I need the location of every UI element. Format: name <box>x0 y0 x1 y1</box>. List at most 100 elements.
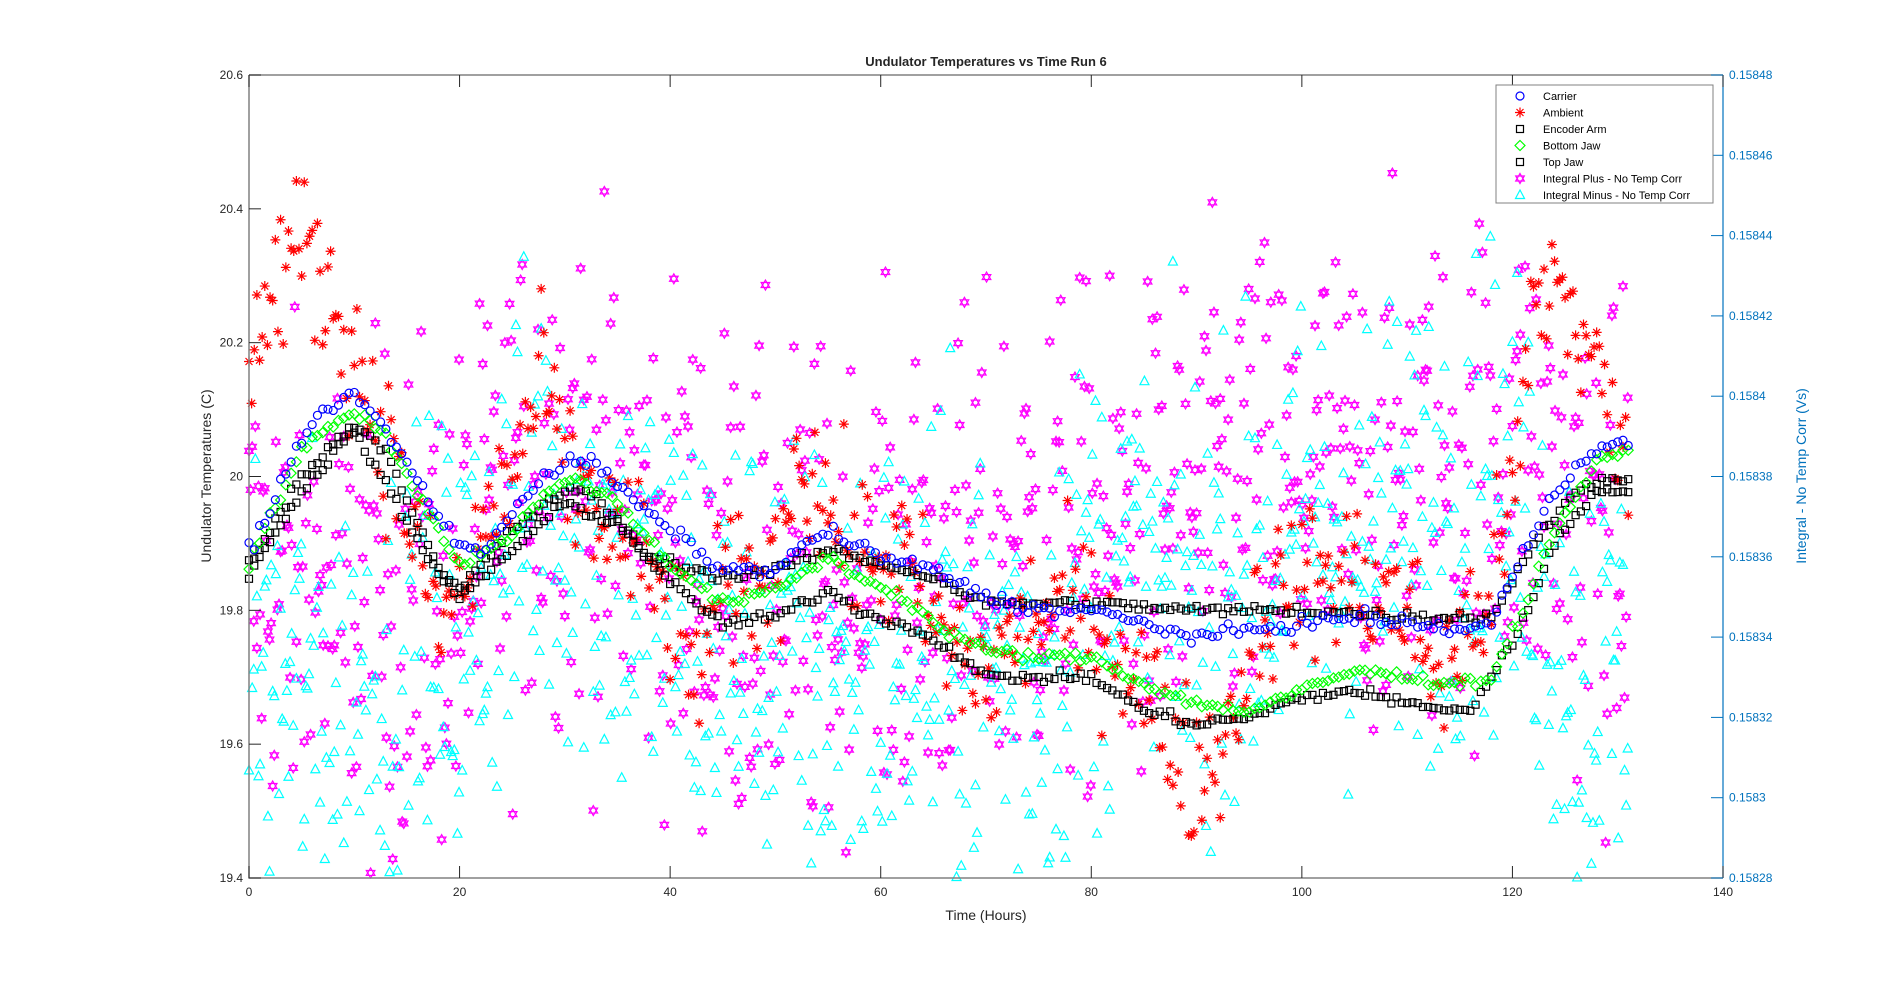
data-point <box>981 588 991 598</box>
data-point <box>744 464 756 476</box>
data-point <box>1586 514 1597 528</box>
data-point <box>336 526 348 540</box>
data-point <box>1560 498 1570 508</box>
data-point <box>1481 618 1491 628</box>
data-point <box>865 562 876 573</box>
data-point <box>1216 737 1228 748</box>
legend-marker-icon <box>1515 91 1525 101</box>
data-point <box>695 784 707 796</box>
data-point <box>544 513 554 522</box>
data-point <box>868 635 880 647</box>
data-point <box>1253 701 1266 714</box>
data-point <box>1360 642 1371 655</box>
data-point <box>580 477 592 490</box>
data-point <box>671 578 680 587</box>
data-point <box>1139 600 1149 609</box>
data-point <box>1570 586 1582 597</box>
data-point <box>428 442 440 456</box>
data-point <box>444 520 454 530</box>
data-point <box>913 492 925 503</box>
data-point <box>363 783 375 795</box>
data-point <box>694 718 705 729</box>
data-point <box>684 625 695 638</box>
data-point <box>862 620 874 632</box>
data-point <box>284 671 296 684</box>
data-point <box>597 393 609 406</box>
y-tick-label: 19.6 <box>220 737 244 751</box>
data-point <box>448 743 460 755</box>
data-point <box>709 761 721 773</box>
data-point <box>957 621 969 632</box>
plot-area <box>249 75 1723 878</box>
data-point <box>246 398 257 409</box>
data-point <box>1486 552 1498 566</box>
data-point <box>1522 594 1535 606</box>
data-point <box>567 431 578 442</box>
data-point <box>786 548 796 558</box>
data-point <box>1249 292 1261 305</box>
data-point <box>1462 355 1474 367</box>
data-point <box>1429 249 1441 263</box>
data-point <box>595 572 607 586</box>
data-point <box>918 560 928 570</box>
data-point <box>336 369 347 380</box>
data-point <box>1285 690 1298 702</box>
data-point <box>1550 541 1559 550</box>
data-point <box>587 685 599 696</box>
data-point <box>591 458 602 468</box>
data-point <box>1018 598 1027 607</box>
data-point <box>1618 487 1628 496</box>
data-point <box>256 712 267 725</box>
data-point <box>544 494 554 503</box>
data-point <box>1557 722 1569 733</box>
data-point <box>1519 502 1531 513</box>
data-point <box>700 680 711 694</box>
data-point <box>1306 677 1319 690</box>
data-point <box>1350 675 1362 686</box>
data-point <box>870 548 881 558</box>
data-point <box>613 403 624 417</box>
data-point <box>1270 574 1282 586</box>
data-point <box>1116 531 1128 543</box>
legend-marker-icon <box>1515 107 1525 118</box>
data-point <box>1034 683 1046 697</box>
data-point <box>1004 611 1015 622</box>
data-point <box>1371 692 1380 701</box>
data-point <box>1494 538 1506 552</box>
data-point <box>977 721 989 732</box>
data-point <box>1015 593 1026 604</box>
data-point <box>1491 470 1502 481</box>
data-point <box>1449 624 1460 634</box>
data-point <box>1418 374 1430 387</box>
data-point <box>1290 683 1303 696</box>
data-point <box>1428 663 1439 674</box>
data-point <box>1176 604 1185 613</box>
data-point <box>1080 653 1092 666</box>
data-point <box>1406 631 1417 644</box>
data-point <box>866 556 875 565</box>
data-point <box>891 521 902 532</box>
data-point <box>423 497 433 507</box>
data-point <box>344 482 356 496</box>
data-point <box>1407 617 1418 627</box>
data-point <box>933 746 945 760</box>
data-point <box>1587 816 1599 827</box>
data-point <box>625 662 637 676</box>
data-point <box>1091 664 1102 675</box>
data-point <box>386 437 396 448</box>
data-point <box>702 556 712 566</box>
data-point <box>316 426 329 439</box>
data-point <box>360 704 372 715</box>
data-point <box>1014 621 1026 632</box>
data-point <box>1601 451 1614 464</box>
data-point <box>837 619 849 631</box>
data-point <box>929 575 938 584</box>
data-point <box>328 313 339 324</box>
data-point <box>1207 632 1217 642</box>
data-point <box>487 551 496 560</box>
data-point <box>1317 576 1328 587</box>
data-point <box>628 495 638 505</box>
data-point <box>1173 363 1185 376</box>
data-point <box>373 532 384 546</box>
data-point <box>1540 648 1551 662</box>
